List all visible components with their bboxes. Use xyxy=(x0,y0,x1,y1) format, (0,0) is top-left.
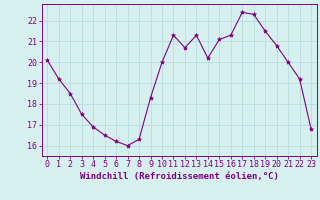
X-axis label: Windchill (Refroidissement éolien,°C): Windchill (Refroidissement éolien,°C) xyxy=(80,172,279,181)
